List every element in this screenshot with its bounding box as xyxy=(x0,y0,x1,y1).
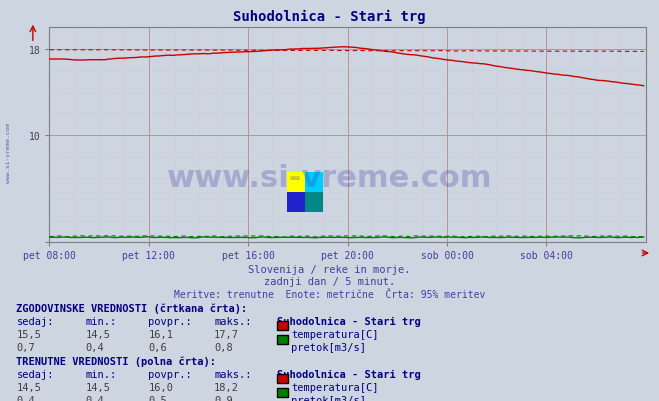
Text: 0,5: 0,5 xyxy=(148,395,167,401)
Text: www.si-vreme.com: www.si-vreme.com xyxy=(6,122,11,182)
Bar xyxy=(287,192,304,213)
Text: 16,0: 16,0 xyxy=(148,382,173,392)
Text: pet 12:00: pet 12:00 xyxy=(123,251,175,261)
Text: 14,5: 14,5 xyxy=(86,382,111,392)
Text: Suhodolnica - Stari trg: Suhodolnica - Stari trg xyxy=(277,369,420,379)
Text: 0,6: 0,6 xyxy=(148,342,167,352)
Text: pet 16:00: pet 16:00 xyxy=(222,251,275,261)
Text: sedaj:: sedaj: xyxy=(16,316,54,326)
Text: 0,4: 0,4 xyxy=(86,395,104,401)
Bar xyxy=(304,192,323,213)
Text: ZGODOVINSKE VREDNOSTI (črtkana črta):: ZGODOVINSKE VREDNOSTI (črtkana črta): xyxy=(16,303,248,313)
Text: temperatura[C]: temperatura[C] xyxy=(291,382,379,392)
Text: Slovenija / reke in morje.: Slovenija / reke in morje. xyxy=(248,265,411,275)
Text: 17,7: 17,7 xyxy=(214,329,239,339)
Text: pretok[m3/s]: pretok[m3/s] xyxy=(291,342,366,352)
Text: 0,4: 0,4 xyxy=(16,395,35,401)
Text: povpr.:: povpr.: xyxy=(148,369,192,379)
Text: sob 04:00: sob 04:00 xyxy=(520,251,573,261)
Text: pretok[m3/s]: pretok[m3/s] xyxy=(291,395,366,401)
Text: 15,5: 15,5 xyxy=(16,329,42,339)
Text: TRENUTNE VREDNOSTI (polna črta):: TRENUTNE VREDNOSTI (polna črta): xyxy=(16,356,216,366)
Text: 18,2: 18,2 xyxy=(214,382,239,392)
Text: Suhodolnica - Stari trg: Suhodolnica - Stari trg xyxy=(233,10,426,24)
Bar xyxy=(304,172,323,192)
Text: zadnji dan / 5 minut.: zadnji dan / 5 minut. xyxy=(264,277,395,287)
Text: 0,7: 0,7 xyxy=(16,342,35,352)
Text: maks.:: maks.: xyxy=(214,369,252,379)
Text: min.:: min.: xyxy=(86,369,117,379)
Text: sob 00:00: sob 00:00 xyxy=(420,251,473,261)
Text: Meritve: trenutne  Enote: metrične  Črta: 95% meritev: Meritve: trenutne Enote: metrične Črta: … xyxy=(174,290,485,300)
Text: sedaj:: sedaj: xyxy=(16,369,54,379)
Text: povpr.:: povpr.: xyxy=(148,316,192,326)
Text: 14,5: 14,5 xyxy=(16,382,42,392)
Bar xyxy=(287,172,304,192)
Text: 0,4: 0,4 xyxy=(86,342,104,352)
Text: 0,8: 0,8 xyxy=(214,342,233,352)
Text: pet 20:00: pet 20:00 xyxy=(321,251,374,261)
Text: Suhodolnica - Stari trg: Suhodolnica - Stari trg xyxy=(277,316,420,326)
Text: maks.:: maks.: xyxy=(214,316,252,326)
Text: www.si-vreme.com: www.si-vreme.com xyxy=(167,164,492,193)
Text: pet 08:00: pet 08:00 xyxy=(23,251,76,261)
Text: 16,1: 16,1 xyxy=(148,329,173,339)
Text: 0,9: 0,9 xyxy=(214,395,233,401)
Text: temperatura[C]: temperatura[C] xyxy=(291,329,379,339)
Text: min.:: min.: xyxy=(86,316,117,326)
Text: 14,5: 14,5 xyxy=(86,329,111,339)
